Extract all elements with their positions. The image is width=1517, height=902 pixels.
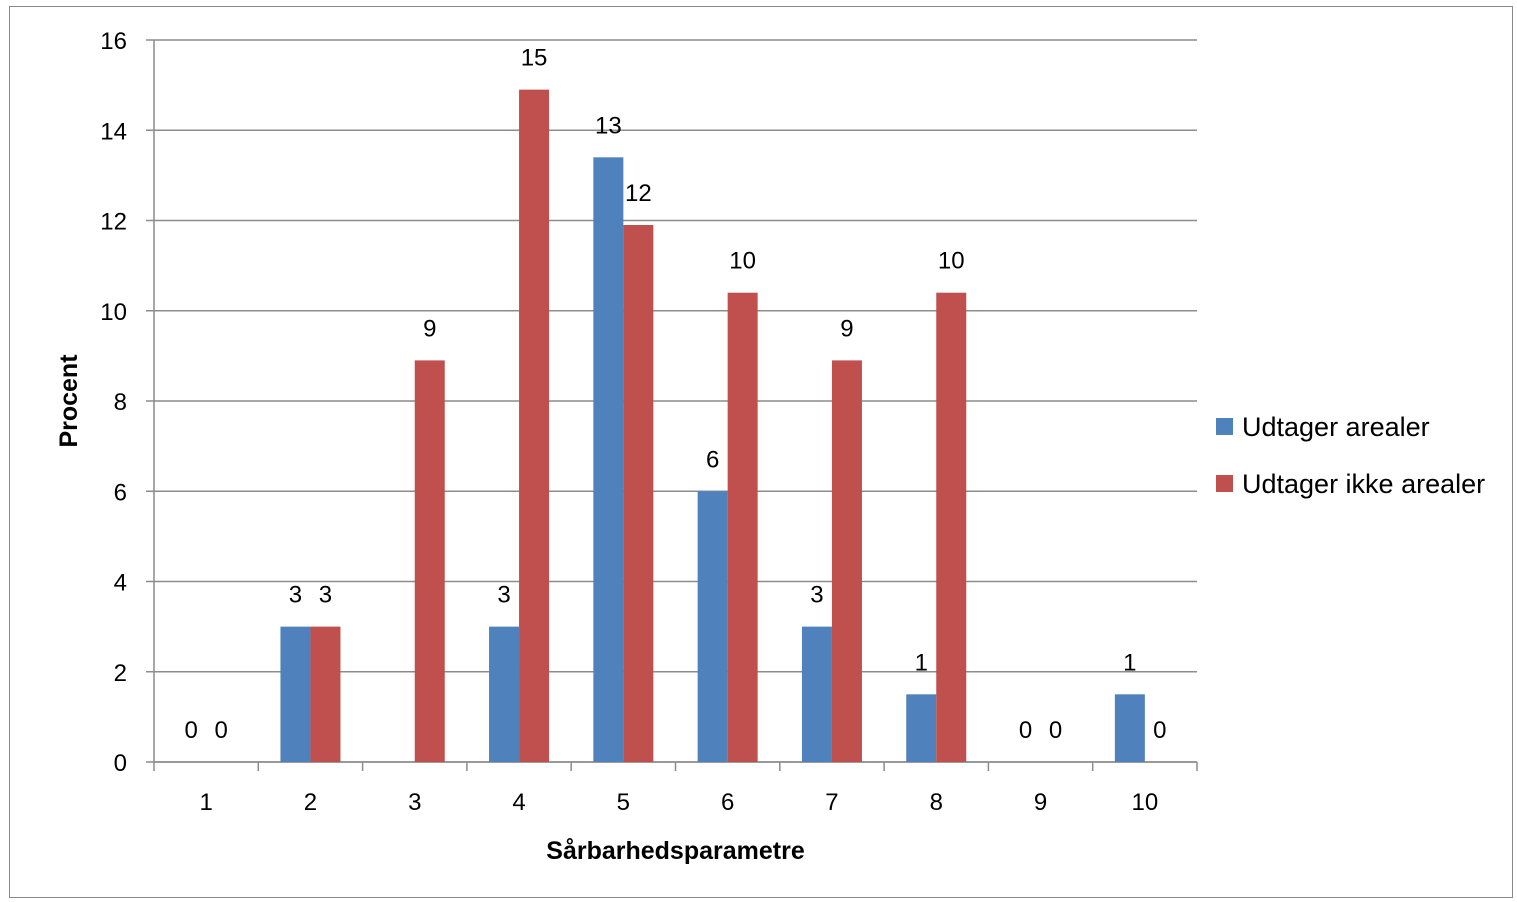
legend-swatch [1216,418,1233,435]
data-label: 0 [214,717,227,744]
y-tick-label: 6 [114,479,127,506]
y-tick-label: 12 [100,209,127,236]
y-tick-label: 4 [114,570,127,597]
y-tick-label: 0 [114,750,127,777]
bar-udtager-ikke-arealer [936,292,967,762]
data-label: 10 [729,248,756,275]
y-tick-label: 8 [114,389,127,416]
chart-frame [9,6,1513,898]
x-tick-label: 10 [1131,789,1158,816]
y-tick-label: 10 [100,299,127,326]
data-label: 1 [915,649,928,676]
x-tick-label: 1 [199,789,212,816]
bar-udtager-ikke-arealer [519,89,550,762]
x-tick-label: 3 [408,789,421,816]
bar-udtager-arealer [906,694,937,762]
bar-udtager-ikke-arealer [831,360,862,762]
legend-label: Udtager arealer [1242,412,1430,442]
data-label: 15 [521,45,548,72]
y-tick-label: 14 [100,118,127,145]
bar-udtager-arealer [593,157,624,762]
data-label: 0 [1049,717,1062,744]
x-tick-label: 6 [721,789,734,816]
bar-udtager-arealer [697,491,728,762]
legend-swatch [1216,475,1233,492]
data-label: 0 [1019,717,1032,744]
data-label: 1 [1123,649,1136,676]
legend-label: Udtager ikke arealer [1242,469,1485,499]
bar-udtager-ikke-arealer [414,360,445,762]
bar-udtager-arealer [801,626,832,762]
x-tick-label: 8 [930,789,943,816]
x-tick-label: 4 [512,789,525,816]
x-tick-label: 5 [617,789,630,816]
data-label: 9 [840,315,853,342]
data-label: 0 [184,717,197,744]
bar-udtager-arealer [489,626,520,762]
data-label: 9 [423,315,436,342]
y-tick-label: 16 [100,28,127,55]
data-label: 6 [706,446,719,473]
data-label: 3 [319,582,332,609]
x-tick-label: 2 [304,789,317,816]
bar-udtager-arealer [1114,694,1145,762]
bar-udtager-ikke-arealer [623,225,654,762]
data-label: 13 [595,112,622,139]
bar-udtager-arealer [280,626,311,762]
bar-udtager-ikke-arealer [727,292,758,762]
y-tick-label: 2 [114,660,127,687]
bar-udtager-ikke-arealer [310,626,341,762]
data-label: 0 [1153,717,1166,744]
data-label: 10 [938,248,965,275]
x-axis-title: Sårbarhedsparametre [546,837,805,865]
data-label: 3 [497,582,510,609]
x-tick-label: 7 [825,789,838,816]
data-label: 12 [625,180,652,207]
y-axis-title: Procent [55,354,83,448]
data-label: 3 [289,582,302,609]
data-label: 3 [810,582,823,609]
x-tick-label: 9 [1034,789,1047,816]
